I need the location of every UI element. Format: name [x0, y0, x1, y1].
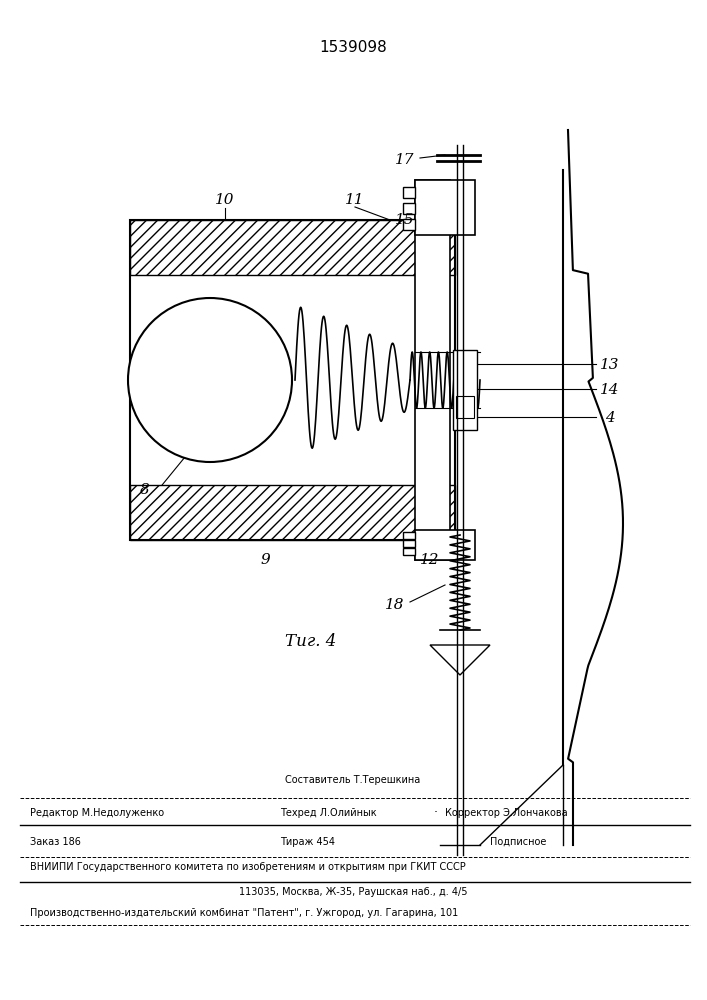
- Text: 11: 11: [345, 193, 365, 207]
- Text: 4: 4: [605, 411, 615, 425]
- Circle shape: [128, 298, 292, 462]
- Text: Техред Л.Олийнык: Техред Л.Олийнык: [280, 808, 377, 818]
- Text: 8: 8: [140, 483, 150, 497]
- Text: 18: 18: [385, 598, 404, 612]
- Bar: [403, 532, 415, 539]
- Bar: [403, 203, 415, 214]
- Text: 17: 17: [395, 153, 415, 167]
- Bar: [415, 530, 475, 560]
- Bar: [403, 187, 415, 198]
- Bar: [453, 350, 477, 430]
- Bar: [130, 485, 455, 540]
- Text: 14: 14: [600, 383, 620, 397]
- Text: 10: 10: [215, 193, 235, 207]
- Text: Составитель Т.Терешкина: Составитель Т.Терешкина: [286, 775, 421, 785]
- Text: 15: 15: [395, 213, 415, 227]
- Text: Корректор Э.Лончакова: Корректор Э.Лончакова: [445, 808, 568, 818]
- Text: 13: 13: [600, 358, 620, 372]
- Bar: [130, 220, 455, 275]
- Bar: [415, 180, 475, 235]
- Text: Заказ 186: Заказ 186: [30, 837, 81, 847]
- Text: Редактор М.Недолуженко: Редактор М.Недолуженко: [30, 808, 164, 818]
- Bar: [456, 396, 474, 418]
- Polygon shape: [430, 645, 490, 675]
- Bar: [403, 540, 415, 547]
- Text: Производственно-издательский комбинат "Патент", г. Ужгород, ул. Гагарина, 101: Производственно-издательский комбинат "П…: [30, 908, 458, 918]
- Bar: [130, 220, 455, 540]
- Text: Τиг. 4: Τиг. 4: [285, 634, 337, 650]
- Text: 9: 9: [260, 553, 270, 567]
- Text: Подписное: Подписное: [490, 837, 547, 847]
- Text: ВНИИПИ Государственного комитета по изобретениям и открытиям при ГКИТ СССР: ВНИИПИ Государственного комитета по изоб…: [30, 862, 466, 872]
- Bar: [415, 180, 450, 560]
- Text: Тираж 454: Тираж 454: [280, 837, 335, 847]
- Text: 1539098: 1539098: [319, 40, 387, 55]
- Text: ·: ·: [430, 806, 442, 820]
- Bar: [403, 219, 415, 230]
- Text: 12: 12: [420, 553, 440, 567]
- Text: 113035, Москва, Ж-35, Раушская наб., д. 4/5: 113035, Москва, Ж-35, Раушская наб., д. …: [239, 887, 467, 897]
- Bar: [403, 548, 415, 555]
